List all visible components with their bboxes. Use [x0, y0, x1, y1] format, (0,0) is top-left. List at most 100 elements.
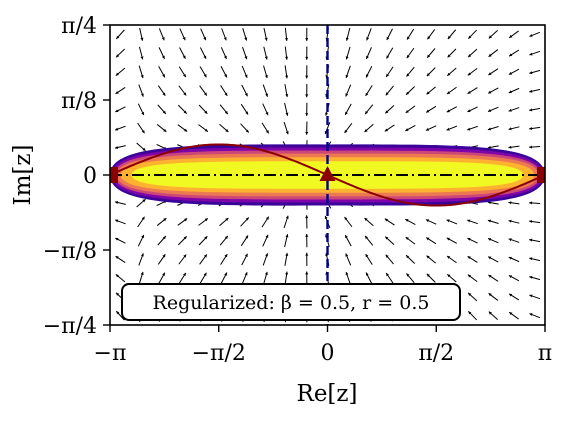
quiver-arrow	[115, 48, 125, 58]
quiver-arrow	[487, 256, 499, 263]
quiver-arrow	[198, 235, 208, 246]
square-marker	[537, 167, 545, 183]
quiver-arrow	[365, 253, 373, 265]
quiver-arrow	[508, 107, 520, 112]
quiver-arrow	[365, 272, 373, 284]
quiver-arrow	[344, 122, 353, 134]
quiver-arrow	[508, 126, 520, 131]
quiver-arrow	[262, 103, 269, 116]
x-tick-label: −π	[94, 341, 127, 366]
quiver-arrow	[487, 106, 499, 113]
quiver-arrow	[529, 69, 541, 75]
quiver-arrow	[385, 85, 394, 96]
quiver-arrow	[405, 105, 416, 114]
quiver-arrow	[487, 219, 499, 224]
quiver-arrow	[262, 253, 269, 266]
quiver-arrow	[406, 28, 415, 40]
quiver-arrow	[241, 253, 248, 266]
quiver-arrow	[220, 272, 228, 284]
quiver-arrow	[158, 47, 165, 60]
quiver-arrow	[385, 66, 394, 78]
quiver-arrow	[446, 219, 458, 225]
quiver-arrow	[384, 236, 395, 246]
quiver-arrow	[262, 234, 269, 247]
quiver-arrow	[426, 67, 436, 77]
quiver-arrow	[508, 145, 520, 149]
quiver-arrow	[365, 66, 373, 78]
quiver-arrow	[177, 235, 188, 246]
quiver-arrow	[242, 28, 248, 41]
quiver-arrow	[305, 121, 309, 135]
quiver-arrow	[529, 257, 541, 262]
quiver-arrow	[284, 65, 289, 79]
quiver-arrow	[114, 201, 126, 205]
markers	[110, 166, 545, 183]
quiver-arrow	[199, 47, 207, 59]
quiver-arrow	[467, 274, 478, 283]
quiver-arrow	[324, 121, 331, 135]
quiver-arrow	[240, 103, 249, 115]
quiver-arrow	[508, 30, 519, 39]
quiver-arrow	[179, 47, 186, 59]
quiver-arrow	[487, 237, 499, 244]
quiver-arrow	[158, 66, 166, 78]
quiver-arrow	[529, 107, 541, 112]
quiver-arrow	[508, 219, 520, 224]
quiver-arrow	[529, 31, 541, 37]
quiver-arrow	[467, 310, 478, 321]
quiver-arrow	[261, 122, 270, 134]
quiver-arrow	[364, 217, 374, 227]
quiver-arrow	[508, 256, 520, 263]
quiver-arrow	[426, 255, 436, 264]
quiver-arrow	[425, 219, 437, 225]
square-marker	[110, 167, 118, 183]
quiver-arrow	[178, 254, 187, 265]
quiver-arrow	[406, 273, 415, 284]
quiver-arrow	[344, 103, 352, 116]
quiver-arrow	[446, 237, 458, 244]
quiver-arrow	[305, 65, 309, 79]
quiver-arrow	[136, 142, 146, 152]
y-tick-label: 0	[83, 164, 97, 189]
quiver-arrow	[405, 124, 416, 132]
quiver-arrow	[240, 123, 250, 133]
quiver-arrow	[487, 87, 499, 94]
y-tick-label: −π/4	[43, 314, 97, 339]
quiver-arrow	[305, 84, 309, 98]
quiver-arrow	[156, 124, 167, 133]
quiver-arrow	[447, 29, 457, 40]
quiver-arrow	[241, 84, 248, 97]
quiver-arrow	[446, 67, 457, 77]
quiver-arrow	[115, 255, 126, 263]
quiver-arrow	[283, 215, 289, 229]
quiver-arrow	[263, 65, 268, 79]
quiver-arrow	[487, 145, 499, 149]
quiver-arrow	[263, 46, 268, 60]
quiver-arrow	[177, 218, 188, 226]
quiver-arrow	[137, 234, 145, 247]
quiver-arrow	[425, 105, 437, 113]
quiver-arrow	[488, 49, 499, 58]
quiver-arrow	[305, 271, 309, 285]
quiver-arrow	[284, 234, 289, 248]
x-tick-label: −π/2	[192, 341, 246, 366]
quiver-arrow	[385, 254, 394, 265]
quiver-arrow	[284, 46, 289, 60]
quiver-arrow	[529, 275, 541, 281]
quiver-arrow	[508, 293, 520, 301]
quiver-arrow	[137, 103, 145, 116]
quiver-arrow	[138, 271, 144, 285]
quiver-arrow	[137, 122, 145, 134]
y-tick-label: −π/8	[43, 239, 97, 264]
quiver-arrow	[446, 125, 458, 131]
y-tick-label: π/8	[61, 89, 97, 114]
quiver-arrow	[426, 273, 436, 283]
quiver-arrow	[508, 238, 520, 243]
quiver-arrow	[529, 220, 541, 224]
quiver-arrow	[115, 274, 126, 283]
quiver-arrow	[219, 104, 229, 115]
quiver-arrow	[446, 106, 458, 113]
quiver-arrow	[199, 85, 208, 96]
quiver-arrow	[508, 275, 520, 282]
